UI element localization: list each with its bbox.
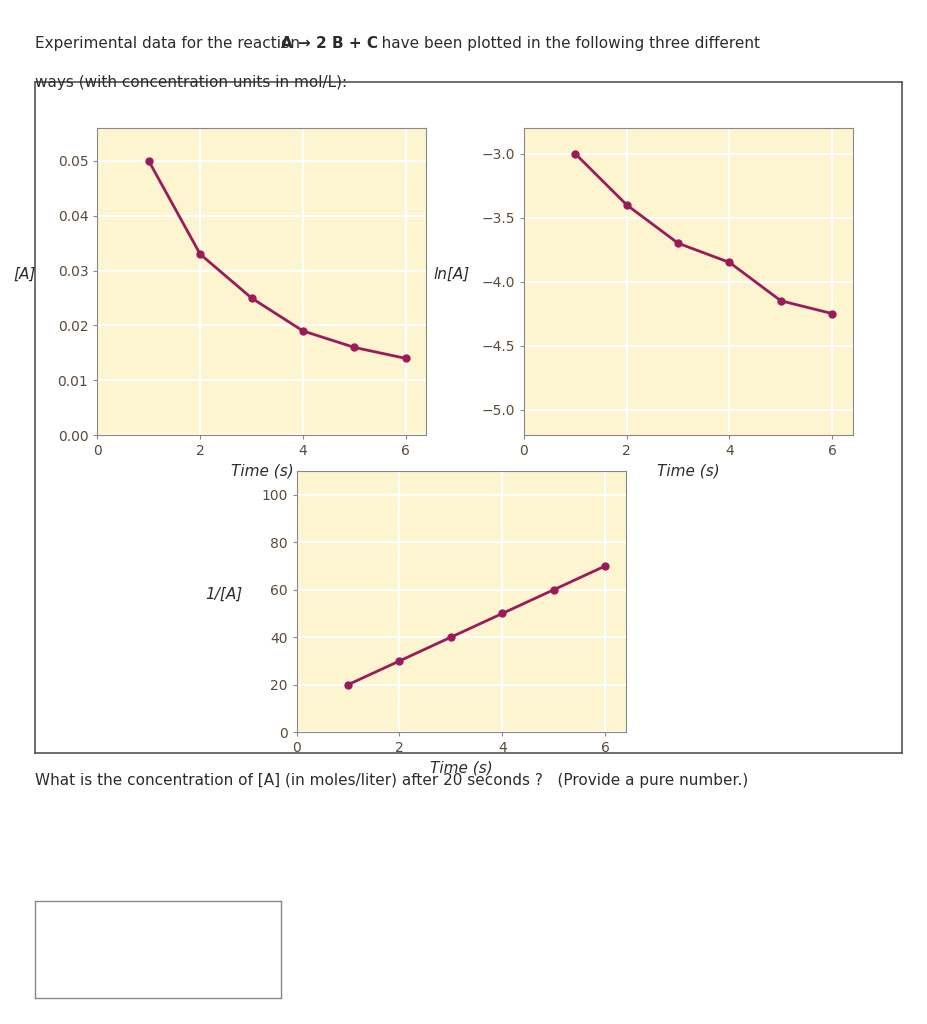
Text: ways (with concentration units in mol/L):: ways (with concentration units in mol/L)…	[35, 75, 348, 90]
X-axis label: Time (s): Time (s)	[231, 464, 293, 479]
Text: What is the concentration of [A] (in moles/liter) after 20 seconds ?   (Provide : What is the concentration of [A] (in mol…	[35, 773, 748, 788]
Text: Experimental data for the reaction: Experimental data for the reaction	[35, 36, 310, 51]
Text: A → 2 B + C: A → 2 B + C	[281, 36, 378, 51]
Y-axis label: [A]: [A]	[14, 266, 36, 282]
Y-axis label: 1/[A]: 1/[A]	[206, 587, 243, 602]
Y-axis label: ln[A]: ln[A]	[433, 266, 469, 282]
X-axis label: Time (s): Time (s)	[430, 761, 492, 776]
X-axis label: Time (s): Time (s)	[657, 464, 719, 479]
Text: have been plotted in the following three different: have been plotted in the following three…	[367, 36, 760, 51]
